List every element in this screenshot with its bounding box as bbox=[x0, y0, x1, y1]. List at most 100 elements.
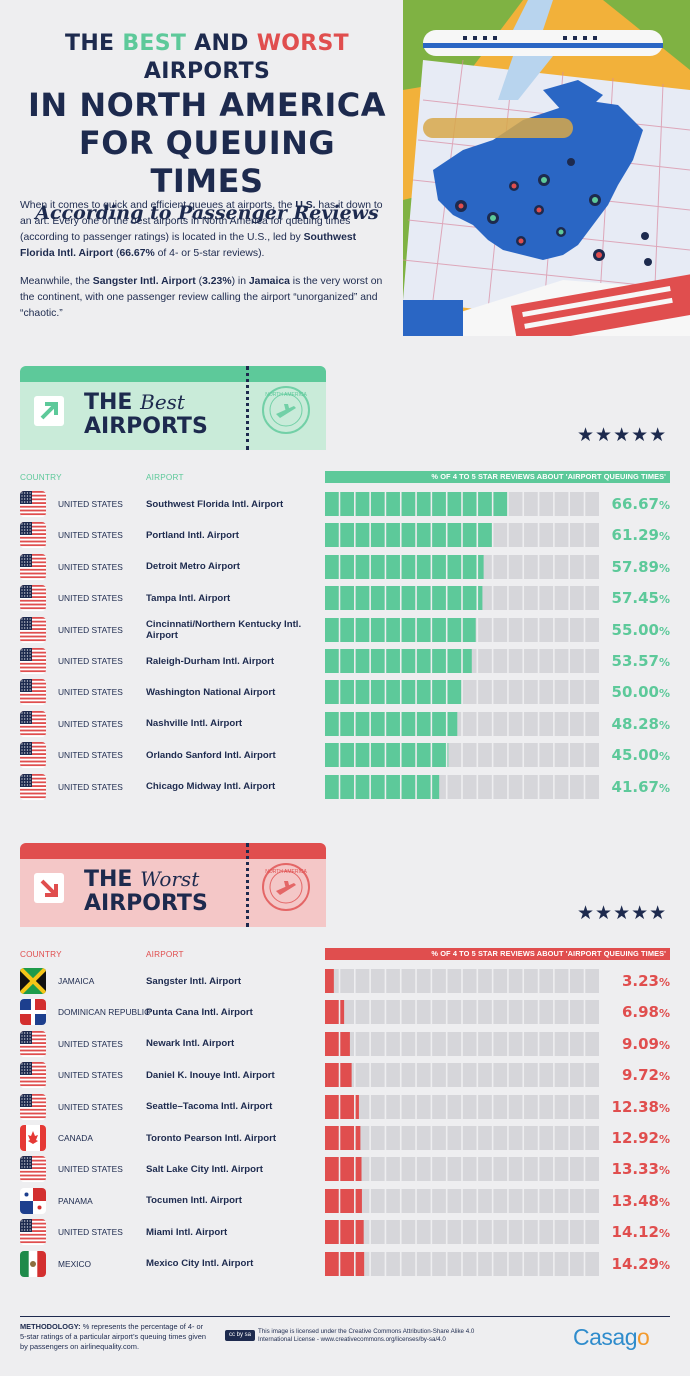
table-row: UNITED STATES Miami Intl. Airport 14.12% bbox=[20, 1218, 670, 1246]
bar-fill bbox=[325, 586, 339, 611]
bar-cell bbox=[401, 1157, 416, 1182]
flag-us-icon bbox=[20, 522, 46, 549]
bar-cell bbox=[462, 1188, 477, 1213]
bar-cell bbox=[493, 586, 508, 611]
airport-label: Washington National Airport bbox=[146, 686, 276, 698]
bar-cell bbox=[432, 1031, 446, 1056]
bar-cell bbox=[524, 743, 538, 768]
country-label: UNITED STATES bbox=[58, 750, 123, 761]
bar-cell bbox=[447, 1188, 462, 1213]
bar-cell bbox=[508, 586, 523, 611]
table-row: UNITED STATES Washington National Airport… bbox=[20, 678, 670, 706]
bar-cell bbox=[462, 1094, 477, 1119]
airport-label: Cincinnati/Northern Kentucky Intl. Airpo… bbox=[146, 618, 302, 641]
bar-cell bbox=[493, 1188, 508, 1213]
bar-cell bbox=[493, 1251, 508, 1276]
bar-cell bbox=[462, 711, 477, 736]
bar-cell bbox=[554, 1000, 569, 1025]
bar-fill bbox=[340, 743, 355, 768]
bar-cell bbox=[585, 743, 599, 768]
data-label-value: 12.92 bbox=[611, 1129, 659, 1147]
bar-fill bbox=[370, 617, 385, 642]
data-label-value: 12.38 bbox=[611, 1097, 659, 1116]
bar-cell bbox=[585, 1126, 599, 1150]
bar-cell bbox=[462, 1251, 477, 1276]
flag-us-icon bbox=[20, 553, 46, 580]
flag-us-icon bbox=[20, 1062, 46, 1089]
bar-cell bbox=[416, 1157, 431, 1182]
bar-mark bbox=[325, 1000, 599, 1025]
data-label: 13.33% bbox=[600, 1155, 670, 1183]
bar-fill bbox=[447, 743, 449, 768]
data-label: 66.67% bbox=[600, 490, 670, 518]
bar-cell bbox=[554, 1188, 569, 1213]
bar-mark bbox=[325, 1126, 599, 1150]
bar-cell bbox=[508, 711, 523, 736]
bar-cell bbox=[585, 617, 599, 642]
bar-fill bbox=[325, 1188, 339, 1213]
table-row: MEXICO Mexico City Intl. Airport 14.29% bbox=[20, 1250, 670, 1278]
bar-cell bbox=[478, 1063, 492, 1088]
bar-cell bbox=[401, 1220, 416, 1245]
bar-fill bbox=[370, 743, 385, 768]
bar-fill bbox=[416, 554, 431, 579]
bar-cell bbox=[478, 969, 492, 993]
bar-cell bbox=[554, 774, 569, 799]
bar-cell bbox=[401, 1126, 416, 1150]
bar-fill bbox=[462, 649, 472, 673]
country-label: PANAMA bbox=[58, 1195, 93, 1206]
title-word-airports: AIRPORTS bbox=[143, 59, 271, 84]
data-label-unit: % bbox=[658, 1038, 670, 1052]
bar-fill bbox=[325, 1063, 339, 1088]
bar-cell bbox=[569, 1220, 584, 1245]
arrow-up-right-icon bbox=[34, 396, 64, 426]
data-label-unit: % bbox=[658, 687, 670, 701]
bar-fill bbox=[416, 649, 431, 673]
bar-cell bbox=[508, 1126, 523, 1150]
bar-cell bbox=[508, 1063, 523, 1088]
bar-cell bbox=[432, 1188, 446, 1213]
bar-cell bbox=[416, 969, 431, 993]
bar-fill bbox=[355, 492, 370, 516]
airport-label: Newark Intl. Airport bbox=[146, 1038, 235, 1050]
bar-cell bbox=[508, 680, 523, 705]
bar-fill bbox=[386, 774, 400, 799]
bar-cell bbox=[370, 1000, 385, 1025]
bar-cell bbox=[447, 1220, 462, 1245]
best-rating-stars: ★★★★★ bbox=[577, 425, 668, 446]
country-label: UNITED STATES bbox=[58, 718, 123, 729]
bar-cell bbox=[569, 1000, 584, 1025]
bar-fill bbox=[355, 617, 370, 642]
bar-cell bbox=[401, 1031, 416, 1056]
bar-fill bbox=[401, 492, 416, 516]
bar-cell bbox=[462, 1220, 477, 1245]
bar-mark bbox=[325, 1031, 599, 1056]
bar-cell bbox=[569, 617, 584, 642]
bar-mark bbox=[325, 649, 599, 673]
bar-fill bbox=[432, 586, 446, 611]
data-label-unit: % bbox=[658, 530, 670, 544]
bar-fill bbox=[401, 649, 416, 673]
bar-fill bbox=[325, 774, 339, 799]
data-label-unit: % bbox=[658, 1227, 670, 1241]
bar-cell bbox=[447, 1126, 462, 1150]
worst-col-country: COUNTRY bbox=[20, 950, 62, 959]
bar-cell bbox=[539, 1157, 554, 1182]
bar-cell bbox=[416, 1126, 431, 1150]
data-label: 57.45% bbox=[600, 584, 670, 612]
bar-fill bbox=[370, 649, 385, 673]
methodology-note: METHODOLOGY: % represents the percentage… bbox=[20, 1322, 206, 1351]
country-label: UNITED STATES bbox=[58, 1038, 123, 1049]
bar-fill bbox=[401, 554, 416, 579]
bar-cell bbox=[462, 680, 477, 705]
bar-fill bbox=[447, 523, 462, 548]
bar-fill bbox=[370, 711, 385, 736]
bar-cell bbox=[462, 969, 477, 993]
bar-fill bbox=[386, 586, 400, 611]
bar-fill bbox=[462, 617, 476, 642]
data-label-value: 50.00 bbox=[611, 683, 659, 702]
bar-cell bbox=[524, 1188, 538, 1213]
bar-fill bbox=[325, 969, 334, 993]
bar-cell bbox=[585, 492, 599, 516]
bar-cell bbox=[478, 680, 492, 705]
